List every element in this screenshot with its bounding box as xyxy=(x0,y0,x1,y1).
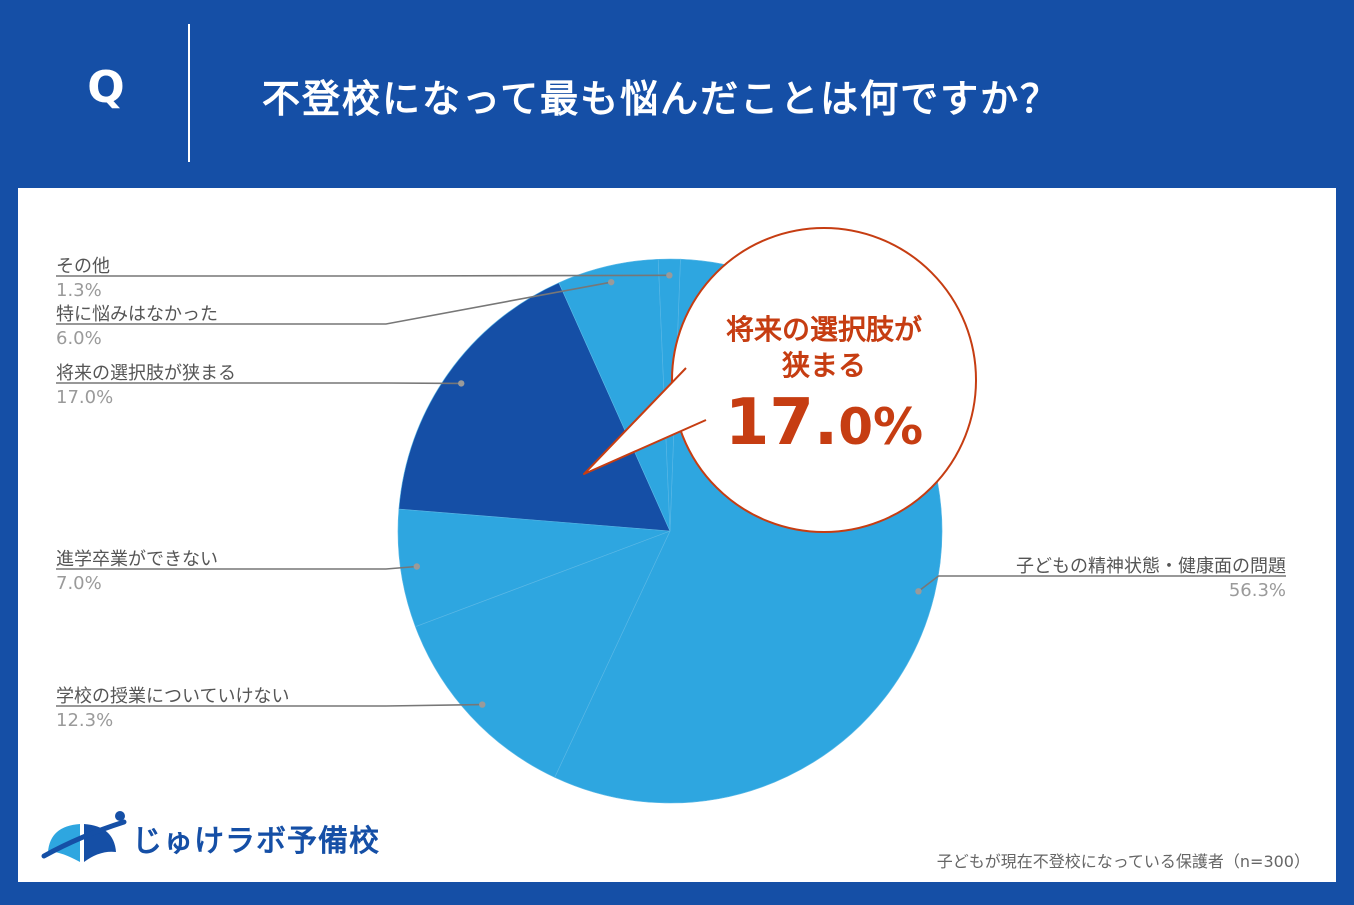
leader-line-1 xyxy=(917,575,1286,592)
slice-label-6: その他 xyxy=(56,256,110,277)
slice-value-2: 12.3% xyxy=(56,710,114,731)
chart-panel: 子どもの精神状態・健康面の問題 56.3% 学校の授業についていけない 12.3% 進学… xyxy=(18,188,1336,882)
header-bar: Q 不登校になって最も悩んだことは何ですか？ xyxy=(0,0,1354,188)
callout-value: 17.0% xyxy=(694,390,954,472)
callout-value-main: 17. xyxy=(724,386,839,460)
slice-value-3: 7.0% xyxy=(56,573,102,594)
slice-label-4: 将来の選択肢が狭まる xyxy=(56,363,236,384)
leader-line-6 xyxy=(56,274,670,277)
slice-value-1: 56.3% xyxy=(1228,580,1286,601)
leader-dot-4 xyxy=(458,380,465,387)
brand-logo: じゅけラボ予備校 xyxy=(40,806,379,866)
slice-label-5: 特に悩みはなかった xyxy=(56,304,218,325)
slice-label-2: 学校の授業についていけない xyxy=(56,686,290,707)
callout-bubble xyxy=(671,227,977,533)
leader-line-3 xyxy=(56,565,417,570)
callout-tail xyxy=(583,367,707,475)
question-marker: Q xyxy=(87,62,125,113)
callout-text: 将来の選択肢が 狭まる 17.0% xyxy=(694,312,954,472)
leader-dot-5 xyxy=(608,278,615,286)
callout-line2: 狭まる xyxy=(781,349,866,382)
slice-value-5: 6.0% xyxy=(56,328,102,349)
leader-dot-1 xyxy=(915,588,922,595)
slice-label-1: 子どもの精神状態・健康面の問題 xyxy=(1016,556,1286,577)
slice-label-3: 進学卒業ができない xyxy=(56,549,218,570)
header-divider xyxy=(188,24,190,162)
leader-dot-3 xyxy=(413,563,420,570)
pie-slice-3 xyxy=(397,508,671,628)
slice-value-4: 17.0% xyxy=(56,387,114,408)
leader-dot-6 xyxy=(666,272,673,279)
leader-dot-2 xyxy=(479,701,486,708)
sample-note: 子どもが現在不登校になっている保護者（n=300） xyxy=(936,852,1310,871)
pie-chart xyxy=(56,227,1286,804)
callout-value-decimal: 0% xyxy=(838,398,924,456)
open-book-icon xyxy=(41,811,127,862)
logo-text: じゅけラボ予備校 xyxy=(132,824,380,859)
leader-line-5 xyxy=(56,281,612,325)
callout-line1: 将来の選択肢が xyxy=(725,313,922,346)
leader-line-2 xyxy=(56,703,483,707)
callout-tail-join xyxy=(688,370,708,418)
question-title: 不登校になって最も悩んだことは何ですか？ xyxy=(262,77,1061,121)
slice-value-6: 1.3% xyxy=(56,280,102,301)
pie-slice-2 xyxy=(414,530,671,778)
